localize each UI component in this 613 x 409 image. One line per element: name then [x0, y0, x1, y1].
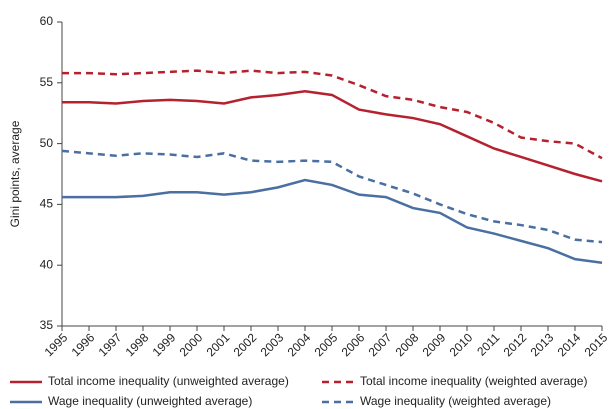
y-tick-label: 45	[40, 197, 54, 211]
y-tick-label: 60	[40, 14, 54, 28]
x-tick-label: 2006	[339, 330, 368, 359]
legend-label: Wage inequality (unweighted average)	[48, 394, 252, 408]
x-tick-label: 2009	[420, 330, 449, 359]
x-tick-label: 2011	[474, 330, 502, 358]
y-tick-label: 50	[40, 136, 54, 150]
x-tick-label: 2002	[231, 330, 260, 359]
x-tick-label: 2015	[582, 330, 611, 359]
series-line	[62, 69, 603, 160]
x-tick-label: 2008	[393, 330, 422, 359]
x-tick-label: 1999	[150, 330, 179, 359]
x-tick-label: 2001	[204, 330, 233, 359]
x-tick-label: 2005	[312, 330, 341, 359]
x-tick-label: 2007	[366, 330, 395, 359]
legend-label: Total income inequality (weighted averag…	[360, 374, 587, 388]
x-tick-label: 1996	[69, 330, 98, 359]
x-tick-label: 2003	[258, 330, 287, 359]
x-tick-label: 2012	[501, 330, 530, 359]
y-axis-label: Gini points, average	[8, 120, 22, 227]
y-tick-label: 40	[40, 257, 54, 271]
y-tick-label: 35	[40, 318, 54, 332]
x-tick-label: 2014	[555, 330, 584, 359]
x-tick-label: 1995	[42, 330, 71, 359]
x-tick-label: 2004	[285, 330, 314, 359]
series-line	[62, 90, 603, 183]
legend-label: Total income inequality (unweighted aver…	[48, 374, 289, 388]
x-tick-label: 2013	[528, 330, 557, 359]
series-line	[62, 178, 603, 265]
x-tick-label: 1998	[123, 330, 152, 359]
y-tick-label: 55	[40, 75, 54, 89]
legend-label: Wage inequality (weighted average)	[360, 394, 551, 408]
x-tick-label: 1997	[96, 330, 125, 359]
x-tick-label: 2010	[447, 330, 476, 359]
x-tick-label: 2000	[177, 330, 206, 359]
series-line	[61, 149, 603, 244]
